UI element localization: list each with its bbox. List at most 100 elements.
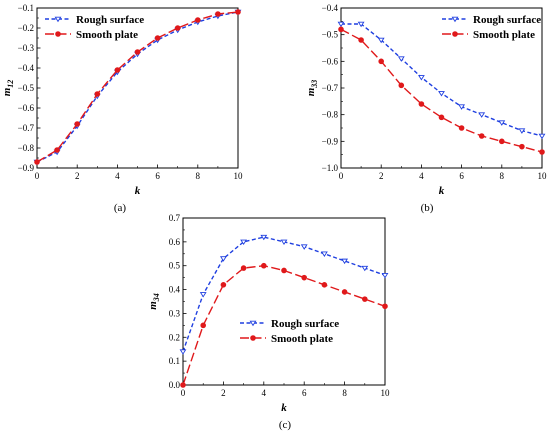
y-tick-label: −0.1: [18, 3, 34, 13]
x-tick-label: 10: [538, 171, 548, 181]
data-point: [74, 121, 80, 127]
legend-marker: [249, 320, 257, 327]
x-tick-label: 10: [381, 388, 391, 398]
data-point: [397, 56, 405, 62]
panel-caption: (b): [421, 202, 434, 214]
y-tick-label: −0.5: [322, 30, 339, 40]
data-point: [179, 349, 187, 355]
y-tick-label: −0.6: [18, 103, 35, 113]
data-point: [94, 91, 101, 97]
legend-label: Smooth plate: [473, 29, 535, 41]
data-point: [519, 143, 525, 150]
y-axis-label: m33: [305, 80, 319, 97]
y-tick-label: 0.1: [169, 356, 180, 366]
y-tick-label: −1.0: [322, 163, 339, 173]
y-tick-label: 0.4: [169, 285, 181, 295]
data-point: [34, 159, 40, 165]
data-point: [200, 322, 206, 329]
y-tick-label: −0.4: [18, 63, 35, 73]
data-point: [478, 112, 486, 118]
data-point: [382, 303, 388, 310]
y-tick-label: 0.5: [169, 261, 181, 271]
data-point: [320, 251, 328, 257]
data-point: [357, 21, 365, 28]
x-tick-label: 8: [342, 388, 347, 398]
legend-marker: [55, 31, 61, 37]
data-point: [539, 149, 545, 155]
data-point: [398, 82, 405, 89]
y-tick-label: 0.6: [169, 237, 181, 247]
x-axis-label: k: [439, 185, 445, 197]
data-point: [478, 133, 485, 139]
data-point: [154, 35, 161, 41]
y-axis-label: m34: [147, 293, 161, 310]
data-point: [377, 37, 385, 44]
data-point: [418, 101, 425, 107]
data-point: [174, 25, 181, 31]
legend-label: Rough surface: [271, 318, 339, 330]
chart-panel-1: 0 2 4 6 8 10 −1.0 −0.9 −0.8 −0.7 −0.6 −0.5 −0.4 k m33 R…: [305, 3, 547, 214]
y-tick-label: −0.8: [322, 110, 339, 120]
y-tick-label: −0.7: [322, 83, 339, 93]
data-point: [499, 138, 505, 145]
y-tick-label: 0.0: [169, 380, 181, 390]
data-point: [281, 267, 287, 274]
x-tick-label: 2: [221, 388, 226, 398]
data-point: [180, 382, 186, 388]
data-point: [341, 258, 349, 265]
chart-panel-2: 0 2 4 6 8 10 0.0 0.1 0.2 0.3 0.4 0.5 0.6 0.7 k m34 Rough…: [147, 213, 390, 431]
data-point: [301, 274, 308, 281]
data-point: [438, 91, 445, 97]
chart-panel-0: 0 2 4 6 8 10 −0.9 −0.8 −0.7 −0.6 −0.5 −0.4 −0.3 −0.2 −…: [1, 3, 243, 214]
data-point: [219, 256, 227, 262]
y-tick-label: −0.4: [322, 3, 339, 13]
data-point: [240, 265, 247, 271]
data-point: [498, 120, 506, 126]
x-tick-label: 4: [262, 388, 267, 398]
data-point: [260, 234, 268, 241]
data-point: [220, 282, 227, 288]
data-point: [417, 75, 425, 81]
x-tick-label: 8: [196, 171, 201, 181]
y-tick-label: −0.3: [18, 43, 35, 53]
panel-caption: (a): [114, 202, 127, 214]
legend-marker: [54, 16, 62, 23]
y-tick-label: 0.2: [169, 332, 180, 342]
data-point: [240, 239, 248, 246]
legend-label: Rough surface: [76, 14, 144, 26]
legend-label: Smooth plate: [76, 29, 138, 41]
legend-marker: [451, 16, 459, 23]
y-tick-label: −0.5: [18, 83, 35, 93]
data-point: [361, 265, 369, 272]
data-point: [362, 296, 368, 302]
y-tick-label: −0.7: [18, 123, 35, 133]
legend-marker: [250, 335, 256, 341]
legend-marker: [452, 31, 458, 37]
x-axis-label: k: [135, 185, 141, 197]
data-point: [134, 49, 141, 55]
x-tick-label: 4: [419, 171, 424, 181]
data-point: [338, 26, 344, 33]
data-point: [261, 262, 267, 269]
data-point: [280, 239, 288, 246]
series-line-1: [340, 28, 543, 153]
y-tick-label: −0.6: [322, 56, 339, 66]
x-tick-label: 0: [339, 171, 344, 181]
data-point: [195, 17, 201, 23]
data-point: [518, 128, 526, 134]
data-point: [321, 282, 328, 288]
data-point: [538, 133, 546, 140]
legend-label: Rough surface: [473, 14, 541, 26]
data-point: [235, 9, 241, 15]
data-point: [199, 292, 207, 298]
data-point: [54, 147, 60, 153]
data-point: [341, 289, 348, 295]
y-tick-label: −0.9: [18, 163, 35, 173]
y-tick-label: −0.9: [322, 136, 339, 146]
legend-label: Smooth plate: [271, 333, 333, 345]
x-tick-label: 6: [302, 388, 307, 398]
x-tick-label: 10: [234, 171, 244, 181]
x-tick-label: 0: [35, 171, 40, 181]
data-point: [337, 21, 345, 28]
